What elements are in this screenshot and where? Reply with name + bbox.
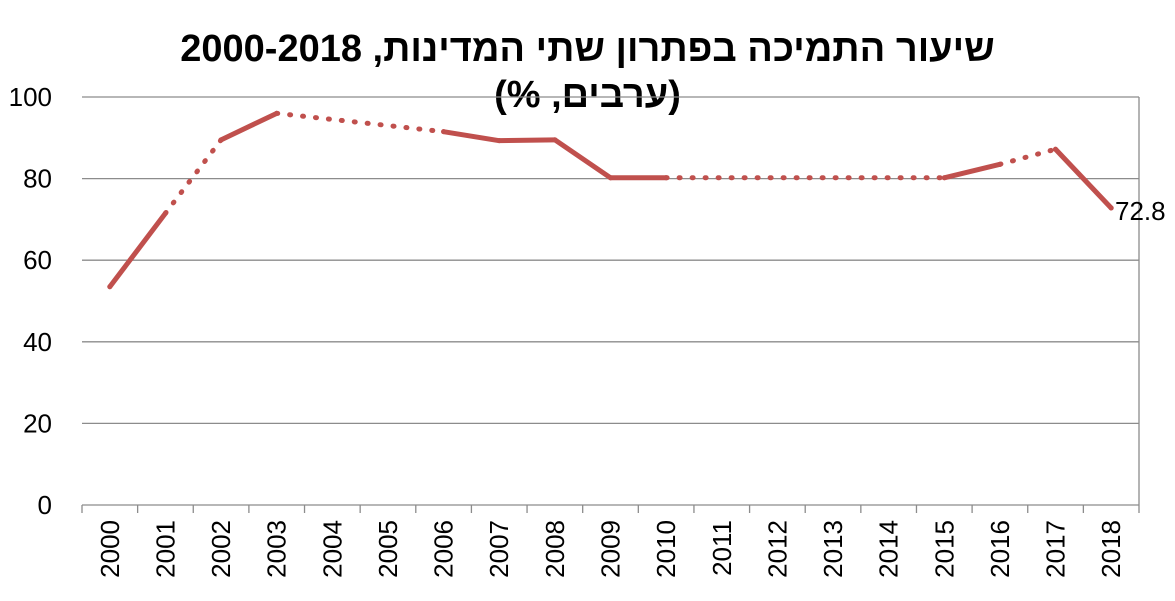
data-point-2000 <box>107 284 113 290</box>
label-layer: 72.8 <box>1115 196 1166 226</box>
data-point-2007 <box>496 138 502 144</box>
x-tick-label: 2003 <box>262 520 292 578</box>
x-tick-label: 2018 <box>1096 520 1126 578</box>
series-layer <box>107 110 1114 290</box>
series-segment <box>941 161 1003 181</box>
x-tick-label: 2010 <box>651 520 681 578</box>
series-segment-dotted <box>162 137 224 216</box>
x-tick-label: 2012 <box>762 520 792 578</box>
x-tick-label: 2007 <box>484 520 514 578</box>
y-tick-label: 60 <box>23 245 52 275</box>
series-segment <box>441 129 502 144</box>
data-point-2010 <box>663 175 669 181</box>
series-segment <box>552 137 613 181</box>
data-label: 72.8 <box>1115 196 1166 226</box>
data-point-2008 <box>552 137 558 143</box>
axis-layer: 0 20 40 60 80 100 2000 2001 2002 2003 2004 2005 2006… <box>9 82 1140 578</box>
data-point-2015 <box>941 175 947 181</box>
x-tick-label: 2001 <box>150 520 180 578</box>
x-tick-label: 2015 <box>929 520 959 578</box>
data-point-2002 <box>218 137 224 143</box>
x-tick-label: 2008 <box>540 520 570 578</box>
x-tick-label: 2013 <box>818 520 848 578</box>
data-point-2018 <box>1108 205 1114 211</box>
data-point-2001 <box>162 210 168 216</box>
data-point-2017 <box>1053 146 1059 152</box>
x-tick-label: 2005 <box>373 520 403 578</box>
x-tick-label: 2009 <box>596 520 626 578</box>
series-segment <box>1053 146 1114 211</box>
x-tick-label: 2000 <box>95 520 125 578</box>
series-segment-dotted <box>997 146 1059 167</box>
series-segment <box>496 137 558 144</box>
grid-layer <box>82 96 1140 506</box>
series-segment-dotted <box>274 110 447 135</box>
x-tick-label: 2014 <box>874 520 904 578</box>
x-tick-label: 2004 <box>317 520 347 578</box>
y-tick-label: 0 <box>38 490 52 520</box>
data-point-2006 <box>441 129 447 135</box>
y-tick-label: 40 <box>23 327 52 357</box>
x-tick-label: 2011 <box>707 520 737 576</box>
y-tick-label: 80 <box>23 164 52 194</box>
data-point-2016 <box>997 161 1003 167</box>
y-tick-label: 100 <box>9 82 52 112</box>
data-point-2009 <box>608 175 613 181</box>
x-tick-label: 2002 <box>206 520 236 578</box>
y-tick-label: 20 <box>23 408 52 438</box>
series-segment <box>107 210 168 290</box>
x-tick-label: 2016 <box>985 520 1015 578</box>
x-tick-label: 2017 <box>1041 520 1071 578</box>
x-tick-label: 2006 <box>429 520 459 578</box>
series-segment <box>218 110 280 143</box>
data-point-2003 <box>274 110 280 116</box>
